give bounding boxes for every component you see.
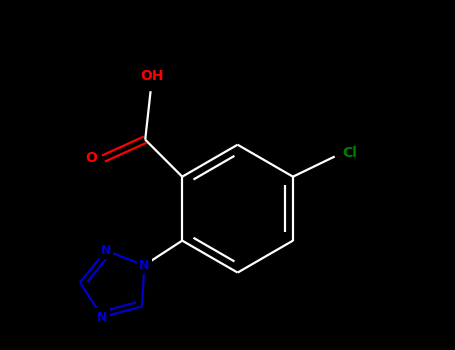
Text: N: N	[139, 259, 149, 272]
Text: N: N	[101, 244, 111, 257]
Text: OH: OH	[140, 69, 164, 83]
Text: O: O	[86, 151, 97, 165]
Text: Cl: Cl	[342, 146, 357, 160]
Text: N: N	[97, 310, 107, 323]
